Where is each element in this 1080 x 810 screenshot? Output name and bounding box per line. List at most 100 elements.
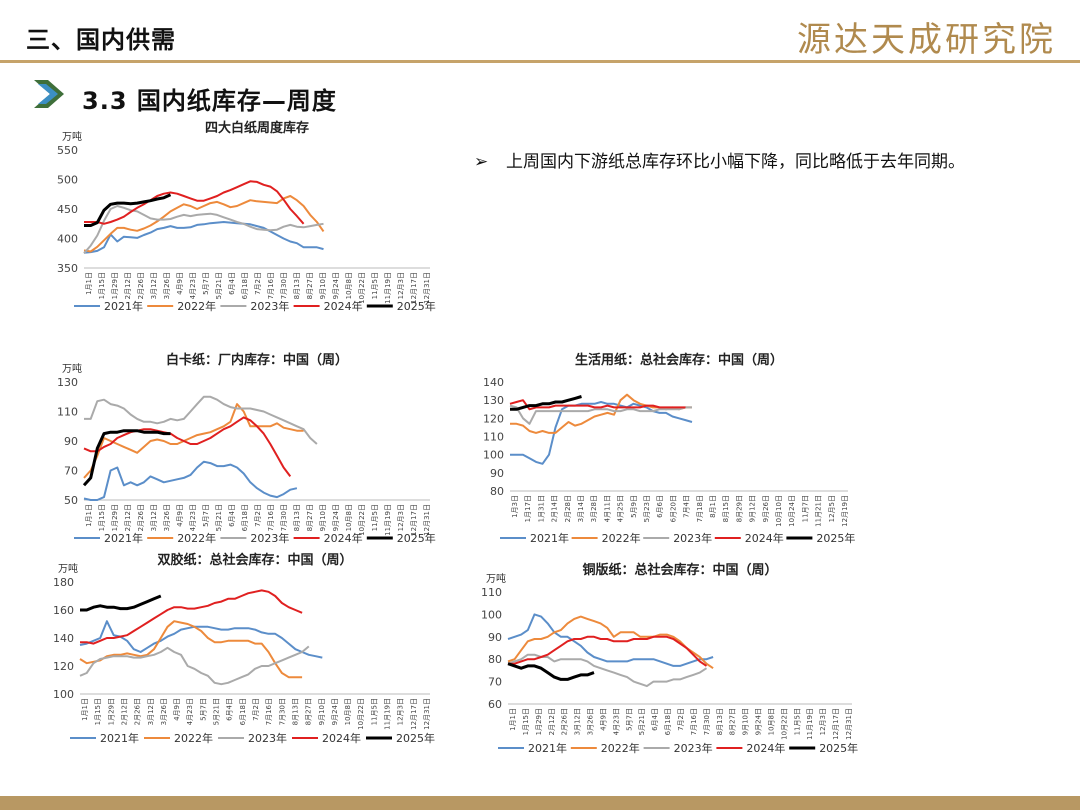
legend-label: 2022年: [174, 731, 213, 745]
x-tick-label: 2月28日: [564, 495, 572, 522]
legend-label: 2025年: [397, 531, 436, 545]
y-tick-label: 130: [483, 394, 504, 407]
x-tick-label: 4月9日: [176, 504, 184, 527]
legend-label: 2021年: [100, 731, 139, 745]
x-tick-label: 1月17日: [524, 495, 532, 522]
legend-label: 2025年: [396, 731, 435, 745]
x-tick-label: 6月18日: [241, 504, 249, 531]
x-tick-label: 5月23日: [643, 495, 651, 522]
x-tick-label: 9月24日: [755, 708, 763, 735]
x-tick-label: 8月13日: [293, 504, 301, 531]
x-tick-label: 9月12日: [749, 495, 757, 522]
series-line-2022: [507, 615, 714, 670]
x-tick-label: 8月13日: [716, 708, 724, 735]
x-tick-label: 11月19日: [384, 698, 392, 730]
chart-title: 四大白纸周度库存: [205, 120, 309, 136]
legend-label: 2022年: [177, 299, 216, 313]
x-tick-label: 2月26日: [137, 272, 145, 299]
unit-label: 万吨: [486, 572, 506, 585]
series-line-2024: [83, 416, 292, 478]
x-tick-label: 4月23日: [189, 504, 197, 531]
series-line-2021: [83, 221, 324, 254]
x-tick-label: 11月5日: [371, 504, 379, 531]
x-tick-label: 9月10日: [319, 504, 327, 531]
x-tick-label: 12月3日: [397, 698, 405, 725]
x-tick-label: 10月8日: [345, 504, 353, 531]
y-tick-label: 80: [490, 485, 504, 498]
y-tick-label: 550: [57, 144, 78, 157]
x-tick-label: 8月27日: [306, 272, 314, 299]
x-tick-label: 6月18日: [241, 272, 249, 299]
legend-label: 2025年: [397, 299, 436, 313]
x-tick-label: 11月7日: [801, 495, 809, 522]
x-tick-label: 7月30日: [280, 272, 288, 299]
x-tick-label: 11月21日: [815, 495, 823, 527]
legend-label: 2025年: [819, 741, 858, 755]
x-tick-label: 9月10日: [318, 698, 326, 725]
x-tick-label: 8月29日: [735, 495, 743, 522]
legend-label: 2024年: [745, 531, 784, 545]
x-tick-label: 1月31日: [537, 495, 545, 522]
series-line-2024: [80, 589, 303, 645]
y-tick-label: 500: [57, 174, 78, 187]
x-tick-label: 7月2日: [254, 504, 262, 527]
x-tick-label: 1月1日: [85, 272, 93, 295]
y-tick-label: 90: [490, 467, 504, 480]
brand-logo: 源达天成研究院: [797, 20, 1056, 60]
legend-label: 2023年: [250, 299, 289, 313]
chart-title: 铜版纸：总社会库存：中国（周）: [581, 562, 777, 578]
x-tick-label: 1月29日: [107, 698, 115, 725]
x-tick-label: 8月27日: [305, 698, 313, 725]
series-line-2023: [79, 645, 310, 686]
chart-offset-paper: 双胶纸：总社会库存：中国（周） 万吨 100 120 140 160 180 1月1日 1月15…: [50, 552, 440, 752]
x-tick-label: 6月18日: [239, 698, 247, 725]
y-tick-label: 350: [57, 262, 78, 275]
series-line-2021: [83, 460, 298, 501]
legend-label: 2024年: [324, 531, 363, 545]
x-tick-label: 5月21日: [215, 504, 223, 531]
x-tick-label: 1月29日: [111, 272, 119, 299]
legend-label: 2021年: [104, 299, 143, 313]
y-tick-label: 100: [483, 449, 504, 462]
legend-label: 2023年: [250, 531, 289, 545]
x-tick-label: 11月5日: [793, 708, 801, 735]
x-tick-label: 3月14日: [577, 495, 585, 522]
x-tick-label: 4月25日: [617, 495, 625, 522]
x-tick-label: 4月23日: [189, 272, 197, 299]
legend-label: 2025年: [816, 531, 855, 545]
series-line-2025: [84, 193, 172, 227]
chart-title: 双胶纸：总社会库存：中国（周）: [157, 552, 352, 568]
x-tick-label: 10月22日: [358, 272, 366, 304]
legend-label: 2021年: [528, 741, 567, 755]
x-tick-label: 1月15日: [94, 698, 102, 725]
x-tick-label: 3月26日: [587, 708, 595, 735]
x-tick-label: 12月31日: [423, 272, 431, 304]
x-tick-label: 2月14日: [551, 495, 559, 522]
unit-label: 万吨: [58, 562, 78, 575]
series-line-2023: [84, 395, 318, 445]
x-tick-label: 1月15日: [522, 708, 530, 735]
y-tick-label: 140: [483, 376, 504, 389]
x-tick-label: 9月24日: [331, 698, 339, 725]
unit-label: 万吨: [62, 130, 82, 143]
legend-label: 2024年: [324, 299, 363, 313]
y-tick-label: 120: [483, 412, 504, 425]
x-tick-label: 5月9日: [630, 495, 638, 518]
x-tick-label: 6月20日: [669, 495, 677, 522]
x-tick-label: 12月3日: [819, 708, 827, 735]
x-tick-label: 10月8日: [767, 708, 775, 735]
x-tick-label: 9月24日: [332, 272, 340, 299]
x-tick-label: 8月27日: [729, 708, 737, 735]
legend-label: 2022年: [177, 531, 216, 545]
x-tick-label: 4月23日: [186, 698, 194, 725]
x-tick-label: 5月7日: [202, 504, 210, 527]
x-tick-label: 7月30日: [280, 504, 288, 531]
chart-title: 白卡纸：厂内库存：中国（周）: [166, 352, 348, 368]
x-tick-label: 6月4日: [228, 504, 236, 527]
footer-bar: [0, 796, 1080, 810]
x-tick-label: 10月22日: [358, 504, 366, 536]
legend-label: 2022年: [601, 741, 640, 755]
unit-label: 万吨: [62, 362, 82, 375]
x-tick-label: 9月24日: [332, 504, 340, 531]
chart-four-white-paper: 四大白纸周度库存 万吨 350 400 450 500 550 1月1日 1月15日 1月29日 2…: [54, 120, 440, 320]
